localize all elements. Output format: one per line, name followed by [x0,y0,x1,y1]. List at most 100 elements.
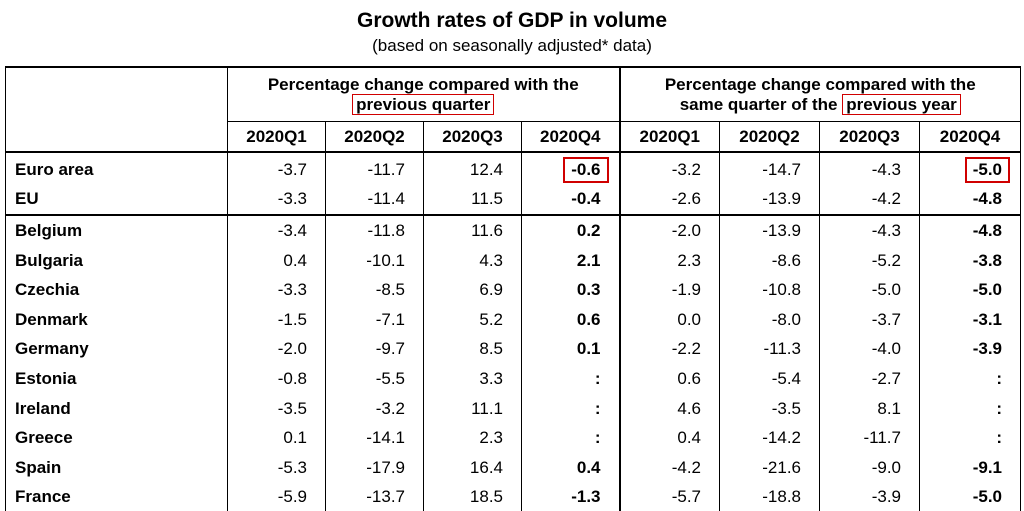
table-cell: -14.2 [719,423,820,453]
table-cell: -2.0 [618,215,720,246]
table-cell: 11.5 [423,184,522,217]
header-quarter-row: 2020Q1 2020Q2 2020Q3 2020Q4 2020Q1 2020Q… [6,121,1021,153]
table-cell: -13.9 [719,184,820,217]
table-cell: -3.3 [227,275,326,305]
table-cell: -9.1 [919,452,1021,483]
col-header-q4-prev-year: 2020Q4 [919,121,1021,153]
table-cell: -1.9 [618,275,720,305]
table-cell: -3.3 [227,184,326,217]
header-group-row: Percentage change compared with the prev… [5,66,1021,153]
col-header-q1-prev-year: 2020Q1 [618,121,720,153]
table-cell: -9.0 [819,452,920,483]
page-title: Growth rates of GDP in volume [357,9,667,32]
table-cell: -3.1 [919,304,1021,335]
table-cell: 5.2 [423,304,522,335]
table-cell: -4.2 [819,184,920,217]
table-cell: : [521,364,620,394]
header-group2-line1: Percentage change compared with the [664,74,976,94]
table-cell: 11.6 [423,215,522,246]
row-label: Germany [5,334,228,365]
table-cell: -3.9 [819,482,920,511]
table-cell: -1.5 [227,304,326,335]
table-cell: 2.3 [618,245,720,276]
row-label: Greece [5,423,228,453]
table-cell: -5.4 [719,364,820,394]
header-group2-prefix: same quarter of the [679,94,838,114]
table-cell: -3.5 [227,393,326,424]
table-cell: -14.1 [325,423,424,453]
table-cell: -3.2 [618,152,720,185]
table-cell: -4.8 [919,215,1021,246]
table-cell: -2.6 [618,184,720,217]
col-header-q4-prev-quarter: 2020Q4 [521,121,620,153]
table-cell: -11.8 [325,215,424,246]
table-cell: -11.4 [325,184,424,217]
table-row: Czechia -3.3 -8.5 6.9 0.3 -1.9 -10.8 -5.… [5,275,1021,305]
row-label: Spain [5,452,228,483]
table-cell: -3.2 [325,393,424,424]
table-cell: -8.0 [719,304,820,335]
table-cell: -5.3 [227,452,326,483]
table-cell: -4.8 [919,184,1021,217]
table-row: Greece 0.1 -14.1 2.3 : 0.4 -14.2 -11.7 : [5,423,1021,453]
table-row: Bulgaria 0.4 -10.1 4.3 2.1 2.3 -8.6 -5.2… [5,245,1021,276]
table-cell: -13.9 [719,215,820,246]
table-cell: -4.2 [618,452,720,483]
table-cell: 0.3 [521,275,620,305]
table-cell: -4.0 [819,334,920,365]
table-cell: 8.1 [819,393,920,424]
table-cell: -1.3 [521,482,620,511]
table-cell: 0.6 [521,304,620,335]
table-cell: -11.7 [819,423,920,453]
table-cell: 6.9 [423,275,522,305]
table-cell: -5.0 [919,482,1021,511]
table-cell: : [521,393,620,424]
table-cell: -17.9 [325,452,424,483]
table-cell: : [521,423,620,453]
table-cell: 11.1 [423,393,522,424]
table-cell: -3.4 [227,215,326,246]
table-row: Denmark -1.5 -7.1 5.2 0.6 0.0 -8.0 -3.7 … [5,304,1021,335]
gdp-table: Percentage change compared with the prev… [5,66,1021,511]
table-cell: -4.3 [819,215,920,246]
col-header-q1-prev-quarter: 2020Q1 [227,121,326,153]
table-cell: -3.9 [919,334,1021,365]
table-row: France -5.9 -13.7 18.5 -1.3 -5.7 -18.8 -… [5,482,1021,511]
table-cell: -2.0 [227,334,326,365]
table-cell: -5.9 [227,482,326,511]
table-cell: -5.2 [819,245,920,276]
row-label: Estonia [5,364,228,394]
table-cell: 8.5 [423,334,522,365]
table-cell: 0.4 [521,452,620,483]
col-header-q3-prev-year: 2020Q3 [819,121,920,153]
table-cell: : [919,423,1021,453]
highlighted-cell: -0.6 [563,156,609,183]
table-row: Belgium -3.4 -11.8 11.6 0.2 -2.0 -13.9 -… [5,215,1021,246]
header-corner [5,66,228,153]
table-row: Euro area -3.7 -11.7 12.4 -0.6 -3.2 -14.… [5,152,1021,185]
table-cell: -14.7 [719,152,820,185]
table-row: Ireland -3.5 -3.2 11.1 : 4.6 -3.5 8.1 : [5,393,1021,424]
row-label: France [5,482,228,511]
table-cell: -21.6 [719,452,820,483]
table-cell: -8.5 [325,275,424,305]
table-cell: 4.3 [423,245,522,276]
table-cell: -5.5 [325,364,424,394]
table-cell: -9.7 [325,334,424,365]
row-label: Ireland [5,393,228,424]
table-cell: -7.1 [325,304,424,335]
col-header-q2-prev-year: 2020Q2 [719,121,820,153]
row-label: Bulgaria [5,245,228,276]
table-cell: : [919,364,1021,394]
row-label: Denmark [5,304,228,335]
table-cell: 0.6 [618,364,720,394]
table-cell: -0.8 [227,364,326,394]
previous-year-highlight: previous year [842,93,961,115]
table-cell: 0.4 [618,423,720,453]
row-label: Belgium [5,215,228,246]
header-group-previous-year: Percentage change compared with the same… [618,66,1021,122]
table-cell: 0.1 [521,334,620,365]
previous-quarter-highlight: previous quarter [352,93,495,115]
table-cell: -8.6 [719,245,820,276]
header-group1-line1: Percentage change compared with the [267,74,579,94]
